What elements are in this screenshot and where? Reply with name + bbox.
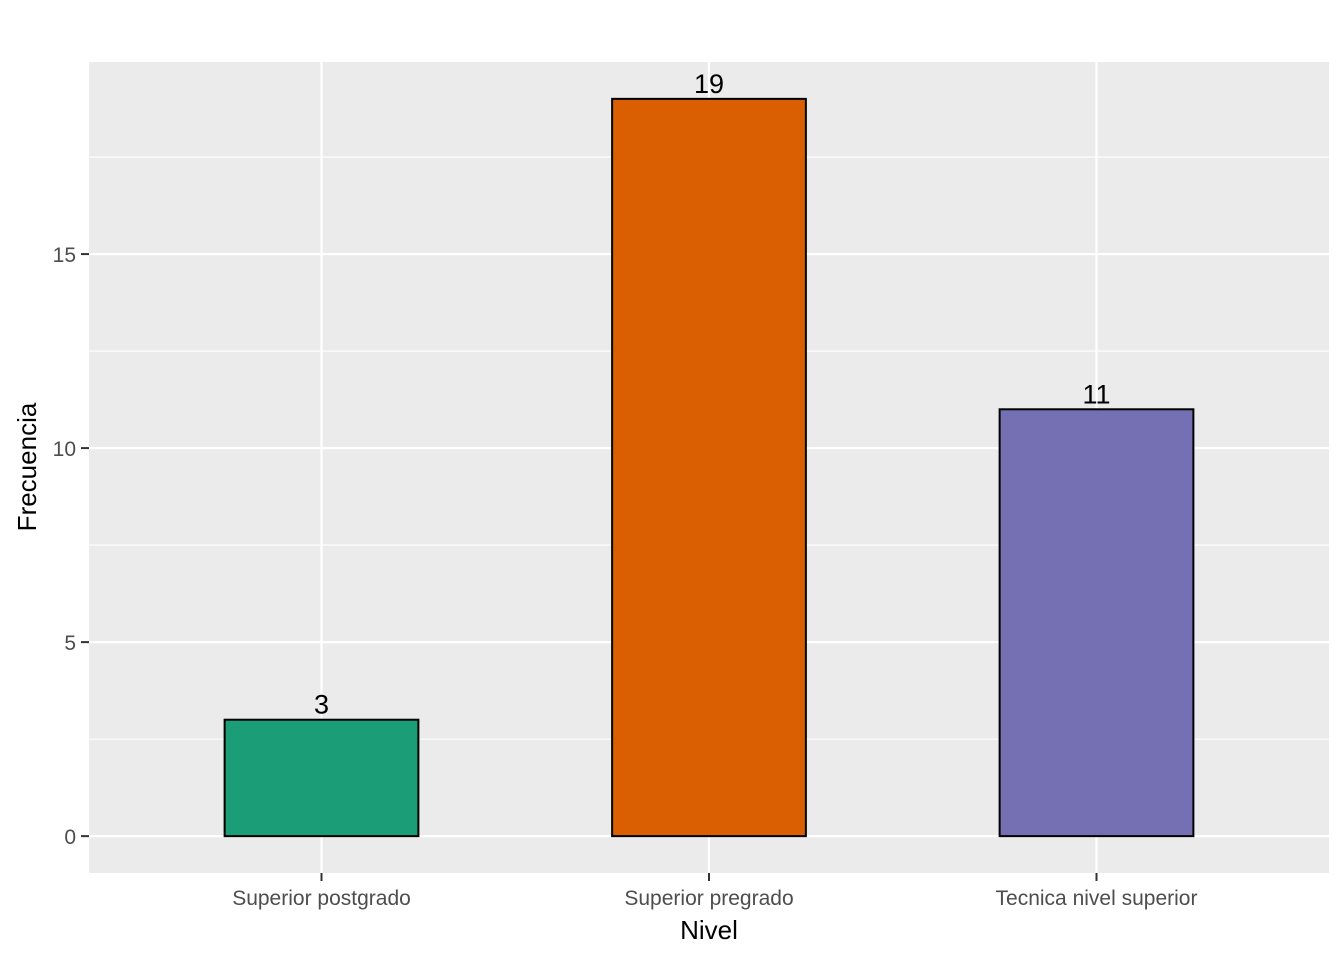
bar [611, 97, 807, 838]
x-tick-label: Superior postgrado [232, 887, 411, 910]
data-label: 19 [694, 69, 724, 99]
bars [223, 97, 1195, 838]
bar [223, 718, 420, 838]
data-label: 3 [314, 690, 329, 720]
y-axis-title: Frecuencia [12, 402, 42, 531]
y-tick-label: 10 [53, 438, 76, 461]
data-labels: 3 19 11 [314, 69, 1111, 720]
data-label: 11 [1082, 379, 1110, 409]
x-axis-title: Nivel [680, 915, 738, 945]
x-tick-label: Tecnica nivel superior [996, 887, 1198, 910]
x-tick-label: Superior pregrado [624, 887, 793, 910]
y-tick-label: 0 [64, 826, 76, 849]
y-axis: 0 5 10 15 [53, 244, 89, 849]
x-axis: Superior postgrado Superior pregrado Tecni… [232, 873, 1197, 910]
y-tick-label: 5 [64, 632, 76, 655]
bar [998, 408, 1195, 838]
y-tick-label: 15 [53, 244, 76, 267]
